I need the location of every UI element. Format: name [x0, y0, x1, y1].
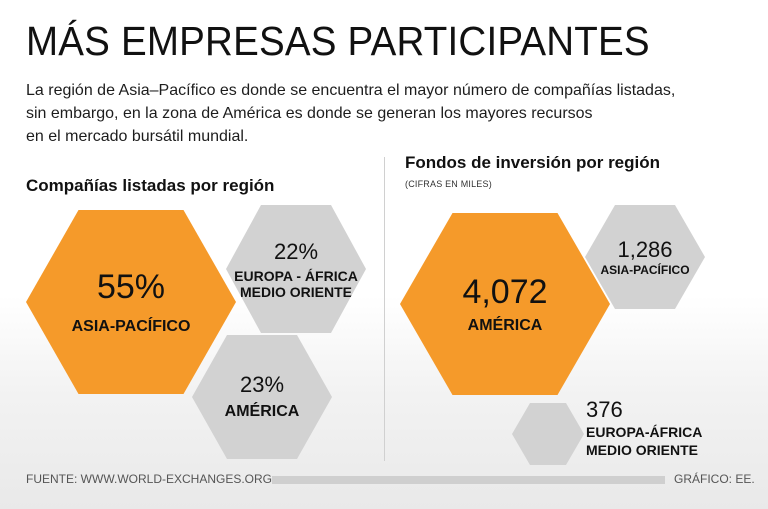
europa-share-value: 22%: [273, 238, 319, 264]
chart-divider: [384, 157, 385, 461]
investment-funds-title: Fondos de inversión por región: [405, 153, 661, 172]
europa-share-label-line-1: EUROPA - ÁFRICA: [234, 267, 358, 284]
source-label: FUENTE: WWW.WORLD-EXCHANGES.ORG: [26, 472, 272, 486]
hex-asia-pacifico: 55% ASIA-PACÍFICO: [26, 210, 236, 394]
europa-funds-labels: 376 EUROPA-ÁFRICA MEDIO ORIENTE: [586, 397, 702, 459]
europa-funds-label-line-2: MEDIO ORIENTE: [586, 442, 699, 458]
page-title: MÁS EMPRESAS PARTICIPANTES: [26, 18, 650, 64]
hex-america-funds: 4,072 AMÉRICA: [400, 213, 610, 395]
europa-funds-value: 376: [586, 397, 623, 422]
europa-funds-label-line-1: EUROPA-ÁFRICA: [586, 424, 703, 440]
america-share-value: 23%: [239, 372, 285, 397]
listed-companies-title: Compañías listadas por región: [26, 176, 275, 195]
asia-pacifico-share-label: ASIA-PACÍFICO: [71, 318, 191, 335]
intro-text: La región de Asia–Pacífico es donde se e…: [26, 79, 716, 148]
intro-line-2: sin embargo, en la zona de América es do…: [26, 105, 593, 122]
intro-line-3: en el mercado bursátil mundial.: [26, 128, 249, 145]
america-share-label: AMÉRICA: [224, 403, 300, 420]
credit-label: GRÁFICO: EE.: [674, 472, 755, 486]
hex-europa-funds: [512, 403, 584, 465]
hex-europa-africa-medio-oriente: 22% EUROPA - ÁFRICA MEDIO ORIENTE: [226, 205, 366, 333]
footer-bar: [272, 476, 665, 484]
asia-pacifico-share-value: 55%: [96, 268, 166, 306]
investment-funds-subtitle: (CIFRAS EN MILES): [405, 179, 492, 189]
america-funds-value: 4,072: [462, 273, 548, 311]
hex-america-share: 23% AMÉRICA: [192, 335, 332, 459]
asia-pacifico-funds-label: ASIA-PACÍFICO: [600, 263, 690, 277]
europa-share-label-line-2: MEDIO ORIENTE: [239, 283, 352, 300]
america-funds-label: AMÉRICA: [467, 317, 543, 334]
asia-pacifico-funds-value: 1,286: [617, 237, 673, 262]
intro-line-1: La región de Asia–Pacífico es donde se e…: [26, 82, 676, 99]
